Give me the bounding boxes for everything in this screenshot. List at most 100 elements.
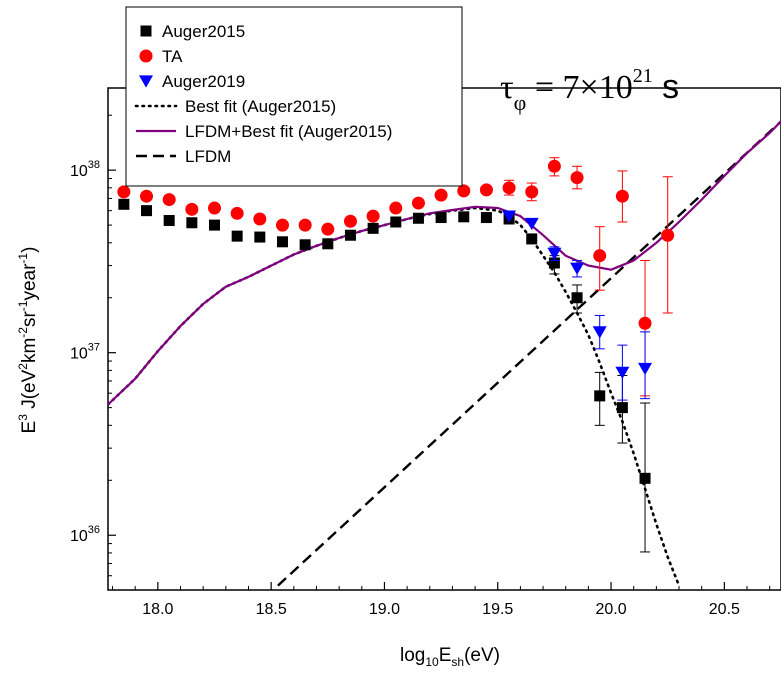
y-tick-label: 1036 [70, 524, 100, 545]
tau-equation: = 7×10 [526, 69, 632, 106]
data-point [390, 216, 402, 228]
data-point [570, 171, 584, 185]
data-point [298, 218, 312, 232]
tau-exponent: 21 [633, 65, 653, 87]
data-point [639, 472, 651, 484]
data-point [185, 202, 199, 216]
data-point [479, 183, 493, 197]
y-tick-exponent: 37 [88, 342, 100, 354]
y-tick-exponent: 36 [88, 524, 100, 536]
legend-label: Best fit (Auger2015) [185, 97, 336, 116]
data-point [661, 228, 675, 242]
y-tick-label: 1038 [70, 159, 100, 180]
y-axis-title: E3 J(eV2km-2sr-1year-1) [16, 247, 40, 434]
data-point [231, 230, 243, 242]
data-point [208, 201, 222, 215]
data-point [457, 184, 471, 198]
data-point [525, 185, 539, 199]
data-point [343, 214, 357, 228]
data-point [571, 292, 583, 304]
data-point [322, 238, 334, 250]
legend-label: Auger2015 [162, 22, 245, 41]
legend-symbol-2 [139, 75, 153, 88]
x-tick-label: 18.5 [256, 601, 287, 618]
data-point [276, 236, 288, 248]
y-axis-title-e: E [19, 421, 40, 434]
legend-box [125, 6, 463, 187]
y-axis-title-j: J(eV [19, 369, 40, 414]
data-point [638, 362, 653, 376]
phi-subscript: φ [514, 90, 527, 115]
data-point [230, 206, 244, 220]
y-tick-label: 1037 [70, 342, 100, 363]
legend-marker [139, 75, 153, 88]
data-point [502, 181, 516, 195]
data-point [412, 212, 424, 224]
data-point [593, 249, 607, 263]
y-tick-exponent: 38 [88, 159, 100, 171]
legend-symbol-0 [140, 25, 152, 37]
legend-label: TA [162, 47, 183, 66]
data-point [344, 229, 356, 241]
legend: Auger2015 TA Auger2019 Best fit (Auger2015)… [125, 6, 463, 187]
tau-unit: s [653, 68, 679, 106]
data-point [592, 326, 607, 339]
data-point [411, 196, 425, 210]
data-point [594, 390, 606, 402]
series-line-lfdm-best-fit-auger2015- [108, 120, 781, 406]
data-point [141, 205, 153, 217]
data-point [548, 257, 560, 269]
data-point [480, 212, 492, 224]
x-axis-title: log10Esh(eV) [400, 645, 500, 669]
y-axis-title-e-sup: 3 [16, 414, 30, 421]
data-point [117, 185, 131, 199]
data-point [367, 222, 379, 234]
data-point [547, 159, 561, 173]
x-tick-label: 20.0 [595, 601, 626, 618]
tau-symbol: τ [500, 69, 514, 106]
data-point [299, 239, 311, 251]
data-point [163, 214, 175, 226]
x-tick-label: 18.0 [142, 601, 173, 618]
data-point [616, 402, 628, 414]
tau-annotation: τφ = 7×1021 s [500, 65, 679, 115]
data-point [253, 212, 267, 226]
data-point [366, 209, 380, 223]
legend-label: LFDM+Best fit (Auger2015) [185, 122, 392, 141]
x-tick-label: 19.0 [369, 601, 400, 618]
data-point [570, 262, 585, 275]
data-point [140, 189, 154, 203]
legend-label: Auger2019 [162, 72, 245, 91]
y-axis-title-s2: -2 [16, 327, 30, 338]
y-axis-title-yr: year [19, 263, 40, 301]
data-point [526, 233, 538, 245]
data-point [524, 217, 539, 231]
y-tick-base: 10 [70, 346, 88, 363]
y-axis-title-close: ) [19, 247, 40, 253]
data-point [458, 211, 470, 223]
legend-marker [140, 25, 152, 37]
y-axis-title-s4: -1 [16, 253, 30, 264]
data-point [275, 218, 289, 232]
y-axis-title-km: km [19, 338, 40, 363]
series-layer [108, 120, 781, 587]
y-axis-title-s3: -1 [16, 300, 30, 311]
data-point [389, 201, 403, 215]
y-tick-base: 10 [70, 163, 88, 180]
legend-marker [139, 49, 153, 63]
legend-symbol-1 [139, 49, 153, 63]
series-points-auger2015 [118, 198, 651, 553]
legend-label: LFDM [185, 147, 231, 166]
data-point [435, 212, 447, 224]
y-tick-base: 10 [70, 528, 88, 545]
data-point [321, 222, 335, 236]
x-axis-title-mid: E [439, 645, 452, 666]
data-point [502, 210, 517, 223]
x-tick-label: 20.5 [709, 601, 740, 618]
x-axis-title-main: log [400, 645, 425, 666]
data-point [638, 316, 652, 330]
series-line-best-fit-auger2015- [108, 206, 681, 587]
y-axis-title-s1: 2 [16, 363, 30, 370]
